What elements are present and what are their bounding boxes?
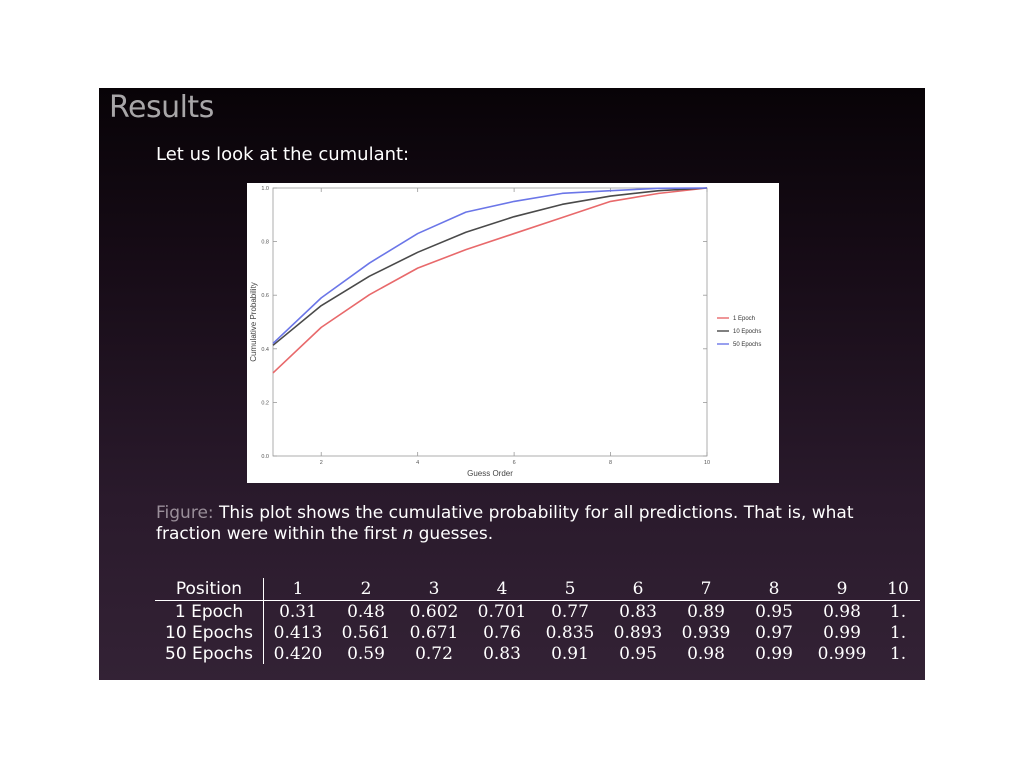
x-tick-label: 6	[513, 460, 516, 466]
table-cell: 0.97	[755, 622, 793, 643]
table-cell: 0.939	[681, 622, 731, 643]
caption-text-1: This plot shows the cumulative probabili…	[156, 503, 854, 544]
table-header-cell: 9	[808, 578, 876, 601]
table-row: 10 Epochs 0.413 0.561 0.671 0.76 0.835 0…	[155, 622, 920, 643]
table-header-row: Position 1 2 3 4 5 6 7 8 9 10	[155, 578, 920, 601]
results-table-wrap: Position 1 2 3 4 5 6 7 8 9 10 1 Epoch 0.…	[155, 578, 920, 664]
table-header-cell: 10	[876, 578, 920, 601]
series-line	[272, 187, 708, 346]
table-row-label: 1 Epoch	[155, 600, 264, 622]
table-row-label: 50 Epochs	[155, 643, 264, 664]
table-header-cell: 6	[604, 578, 672, 601]
x-tick-label: 8	[609, 460, 612, 466]
table-header-cell: 3	[400, 578, 468, 601]
table-cell: 1.	[889, 643, 907, 664]
caption-label: Figure:	[156, 503, 214, 523]
slide: Results Let us look at the cumulant: 0.0…	[99, 88, 925, 680]
table-cell: 0.602	[409, 601, 459, 622]
table-cell: 0.835	[545, 622, 595, 643]
table-cell: 0.98	[823, 601, 861, 622]
x-tick-label: 4	[416, 460, 419, 466]
y-tick-label: 0.2	[261, 400, 269, 406]
x-axis-label: Guess Order	[467, 469, 513, 478]
results-table: Position 1 2 3 4 5 6 7 8 9 10 1 Epoch 0.…	[155, 578, 920, 664]
table-cell: 1.	[889, 622, 907, 643]
table-cell: 0.671	[409, 622, 459, 643]
legend-label: 50 Epochs	[733, 342, 761, 348]
table-cell: 0.420	[273, 643, 323, 664]
table-cell: 0.561	[341, 622, 391, 643]
table-cell: 0.893	[613, 622, 663, 643]
x-tick-label: 2	[320, 460, 323, 466]
y-tick-label: 0.8	[261, 240, 269, 246]
table-cell: 0.999	[817, 643, 867, 664]
table-cell: 0.59	[347, 643, 385, 664]
table-cell: 0.77	[551, 601, 589, 622]
table-cell: 0.89	[687, 601, 725, 622]
table-cell: 0.48	[347, 601, 385, 622]
caption-text-2: guesses.	[418, 524, 494, 544]
chart-axes: 0.0 0.2 0.4 0.6 0.8 1.0 2 4 6 8 10 Guess Order Cumul…	[249, 186, 710, 478]
table-header-cell: 7	[672, 578, 740, 601]
y-axis-label: Cumulative Probability	[249, 282, 258, 362]
chart-legend: 1 Epoch 10 Epochs 50 Epochs	[717, 316, 761, 348]
table-header-label: Position	[155, 578, 264, 601]
table-cell: 0.95	[755, 601, 793, 622]
y-tick-label: 0.4	[261, 347, 269, 353]
table-row: 1 Epoch 0.31 0.48 0.602 0.701 0.77 0.83 …	[155, 600, 920, 622]
slide-title: Results	[109, 90, 214, 125]
table-cell: 0.99	[755, 643, 793, 664]
table-cell: 0.98	[687, 643, 725, 664]
table-header-cell: 8	[740, 578, 808, 601]
table-header-cell: 4	[468, 578, 536, 601]
figure-caption: Figure: This plot shows the cumulative p…	[156, 503, 886, 545]
table-row: 50 Epochs 0.420 0.59 0.72 0.83 0.91 0.95…	[155, 643, 920, 664]
y-tick-label: 0.0	[261, 454, 269, 460]
chart-series	[272, 187, 708, 374]
table-header-cell: 5	[536, 578, 604, 601]
y-tick-label: 0.6	[261, 293, 269, 299]
table-cell: 0.99	[823, 622, 861, 643]
chart-svg: 0.0 0.2 0.4 0.6 0.8 1.0 2 4 6 8 10 Guess Order Cumul…	[249, 186, 761, 478]
series-line	[272, 187, 708, 374]
table-cell: 0.83	[619, 601, 657, 622]
table-cell: 0.83	[483, 643, 521, 664]
plot-frame	[272, 187, 708, 457]
legend-label: 10 Epochs	[733, 329, 761, 335]
table-cell: 0.76	[483, 622, 521, 643]
y-tick-label: 1.0	[261, 186, 269, 192]
series-line	[272, 187, 708, 345]
cumulative-chart: 0.0 0.2 0.4 0.6 0.8 1.0 2 4 6 8 10 Guess Order Cumul…	[247, 183, 779, 483]
table-header-cell: 2	[332, 578, 400, 601]
table-header-cell: 1	[263, 578, 332, 601]
table-cell: 1.	[889, 601, 907, 622]
table-cell: 0.72	[415, 643, 453, 664]
table-cell: 0.31	[279, 601, 317, 622]
table-cell: 0.701	[477, 601, 527, 622]
table-cell: 0.91	[551, 643, 589, 664]
legend-label: 1 Epoch	[733, 316, 755, 322]
intro-text: Let us look at the cumulant:	[156, 144, 410, 165]
table-cell: 0.413	[273, 622, 323, 643]
x-tick-label: 10	[704, 460, 710, 466]
table-row-label: 10 Epochs	[155, 622, 264, 643]
caption-italic: n	[402, 524, 414, 544]
table-cell: 0.95	[619, 643, 657, 664]
